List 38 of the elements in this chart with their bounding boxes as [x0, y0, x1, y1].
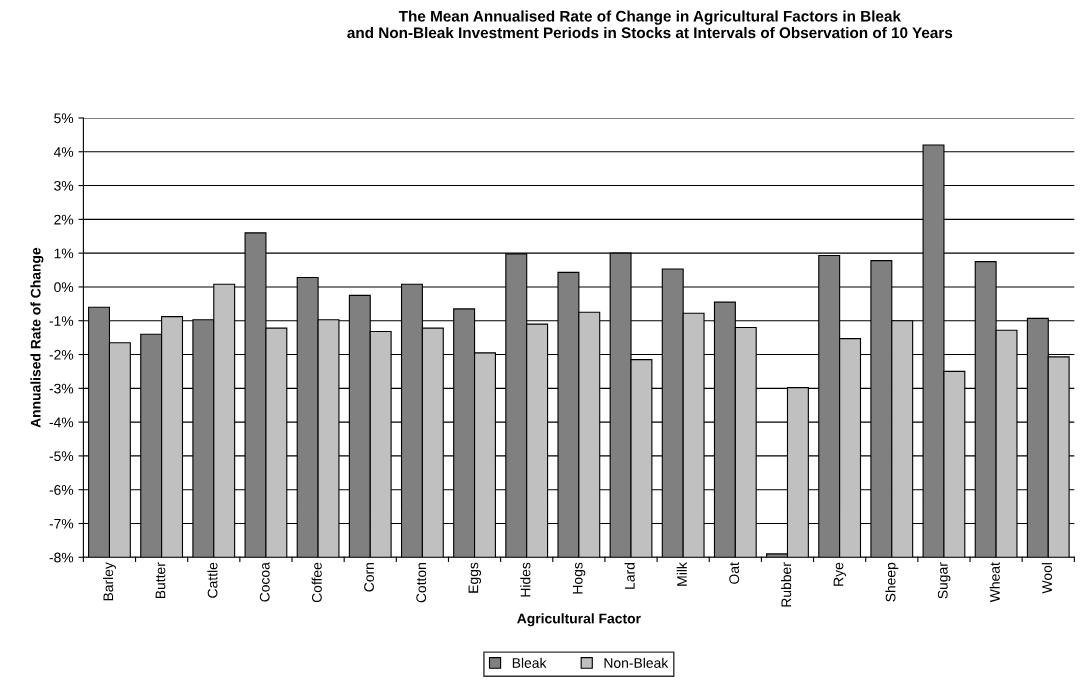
x-tick-label: Hogs	[572, 562, 586, 594]
y-tick-label: 1%	[54, 248, 74, 259]
x-tick-label: Lard	[624, 563, 635, 589]
chart-title: The Mean Annualised Rate of Change in Agricultural Factors in Bleak and Non-Bleak Investment Periods in Stocks at Intervals of Observation of 10 Years	[347, 10, 953, 39]
x-axis-title: Agricultural Factor	[517, 613, 641, 627]
y-tick-label: -6%	[49, 485, 74, 495]
x-tick-label: Sheep	[885, 562, 899, 602]
y-tick-label: -5%	[49, 451, 74, 462]
x-tick-label: Cattle	[207, 562, 218, 598]
x-tick-label: Sugar	[937, 562, 951, 599]
x-tick-label: Cocoa	[259, 562, 270, 602]
x-tick-label: Hides	[520, 562, 531, 597]
legend-label: Bleak	[512, 657, 547, 668]
y-tick-label: 2%	[54, 214, 74, 225]
x-tick-label: Barley	[102, 562, 116, 601]
x-tick-label: Rubber	[781, 562, 792, 607]
y-tick-label: -1%	[49, 316, 74, 326]
x-tick-label: Cotton	[416, 563, 427, 603]
x-tick-label: Wheat	[989, 562, 1000, 603]
y-tick-label: 0%	[54, 282, 74, 293]
x-tick-label: Rye	[833, 562, 847, 586]
x-tick-label: Oat	[729, 562, 740, 584]
x-tick-label: Milk	[676, 562, 687, 586]
y-tick-label: -2%	[49, 349, 74, 360]
x-tick-label: Wool	[1041, 563, 1052, 594]
x-tick-label: Coffee	[311, 562, 322, 603]
legend-label: Non-Bleak	[604, 657, 669, 668]
y-tick-label: 5%	[54, 113, 74, 124]
y-tick-label: 4%	[53, 147, 74, 157]
y-tick-label: -7%	[49, 518, 74, 529]
y-tick-label: -4%	[49, 417, 74, 428]
x-tick-label: Eggs	[468, 562, 482, 593]
y-tick-label: -8%	[49, 552, 74, 563]
y-tick-label: -3%	[49, 383, 74, 394]
x-tick-label: Corn	[364, 563, 374, 592]
y-tick-label: 3%	[54, 180, 74, 191]
x-tick-label: Butter	[155, 562, 166, 599]
y-axis-title: Annualised Rate of Change	[30, 247, 44, 428]
